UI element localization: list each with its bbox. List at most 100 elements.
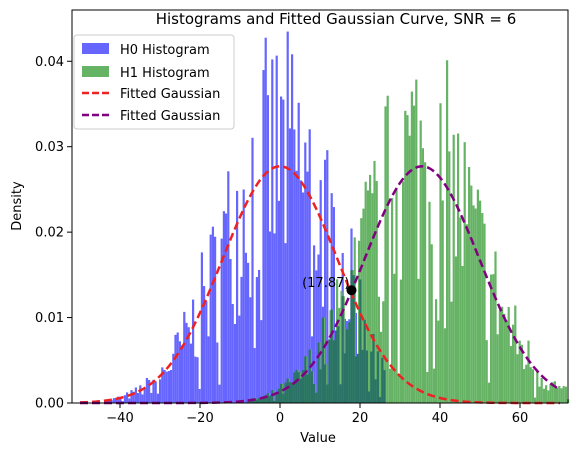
h0-histogram-bar [222, 211, 225, 403]
h1-histogram-bar [512, 324, 515, 403]
intersection-point [346, 285, 357, 296]
h1-histogram-bar [382, 301, 385, 403]
h1-histogram-bar [509, 346, 512, 403]
overlap-bar [335, 330, 338, 403]
h0-histogram-bar [271, 59, 274, 403]
h0-histogram-bar [159, 379, 162, 403]
overlap-bar [310, 371, 313, 403]
h0-histogram-bar [326, 150, 329, 403]
h1-histogram-bars [248, 60, 570, 404]
overlap-bars [247, 270, 386, 403]
h1-histogram-bar [461, 265, 464, 403]
plot-frame [71, 9, 569, 404]
h0-histogram-bar [306, 171, 309, 403]
h1-histogram-bar [386, 95, 389, 404]
h1-histogram-bar [523, 369, 526, 403]
h0-histogram-bar [194, 356, 197, 403]
h0-histogram-bar [308, 129, 311, 403]
overlap-bar [293, 372, 296, 403]
h0-histogram-bar [187, 327, 190, 403]
h0-histogram-bar [304, 142, 307, 403]
overlap-bar [271, 389, 274, 403]
h1-histogram-bar [364, 181, 367, 403]
h1-histogram-bar [518, 340, 521, 403]
h1-histogram-bar [452, 134, 455, 403]
h1-histogram-bar [529, 367, 532, 403]
overlap-bar [317, 342, 320, 403]
h1-histogram-bar [520, 344, 523, 403]
h1-histogram-bar [564, 386, 567, 403]
overlap-bar [277, 388, 280, 403]
h0-histogram-bar [167, 370, 170, 403]
h0-histogram-bar [189, 343, 192, 403]
h1-histogram-bar [549, 384, 552, 403]
overlap-bar [341, 296, 344, 403]
h1-histogram-bar [391, 198, 394, 403]
h0-histogram-bar [132, 391, 135, 403]
h1-histogram-bar [369, 174, 372, 403]
h0-histogram-bar [216, 342, 219, 403]
h0-histogram-bar [174, 334, 177, 403]
overlap-bar [326, 384, 329, 403]
h0-histogram-bar [293, 129, 296, 403]
h0-histogram-bar [112, 398, 115, 403]
h1-histogram-bar [388, 368, 391, 403]
x-tick-label: 60 [512, 411, 529, 426]
h0-histogram-bar [218, 384, 221, 403]
h1-histogram-bar [487, 382, 490, 403]
h1-histogram-bar [454, 256, 457, 403]
legend: H0 Histogram H1 Histogram Fitted Gaussia… [73, 34, 235, 130]
h0-histogram-bar [211, 226, 214, 403]
h1-histogram-bar [470, 185, 473, 403]
h1-histogram-bar [437, 320, 440, 403]
h1-histogram-bar [439, 103, 442, 403]
h1-histogram-bar [463, 142, 466, 403]
h1-histogram-bar [483, 223, 486, 403]
overlap-bar [357, 353, 360, 403]
h1-histogram-bar [410, 91, 413, 404]
y-tick-label: 0.00 [35, 397, 64, 412]
x-axis-ticks: −40 −20 0 20 40 60 [106, 403, 528, 426]
overlap-bar [299, 378, 302, 403]
x-tick-label: −20 [186, 411, 213, 426]
h1-histogram-bar [413, 105, 416, 404]
y-tick-label: 0.02 [35, 226, 64, 241]
h0-histogram-bar [123, 395, 126, 403]
h1-histogram-bar [514, 305, 517, 403]
h0-histogram-bar [302, 192, 305, 403]
overlap-bar [332, 340, 335, 403]
x-tick-label: 40 [432, 411, 449, 426]
h1-histogram-bar [545, 385, 548, 403]
h0-histogram-bar [178, 341, 181, 403]
h0-histogram-bar [185, 322, 188, 403]
h0-histogram-bar [128, 398, 131, 403]
h0-histogram-bar [183, 311, 186, 403]
h1-histogram-bar [393, 273, 396, 403]
h1-histogram-bar [417, 278, 420, 403]
overlap-bar [260, 397, 263, 403]
h0-histogram-bar [154, 381, 157, 403]
h0-histogram-bar [115, 397, 118, 403]
h1-histogram-bar [472, 205, 475, 403]
h0-histogram-bar [214, 236, 217, 403]
overlap-bar [370, 351, 373, 403]
overlap-bar [365, 350, 368, 403]
h1-histogram-bar [430, 244, 433, 403]
h0-histogram-bar [282, 99, 285, 404]
h0-histogram-bar [148, 379, 151, 403]
h0-histogram-bar [332, 207, 335, 403]
overlap-bar [374, 379, 377, 403]
h0-histogram-bar [310, 336, 313, 403]
h0-histogram-bar [172, 353, 175, 403]
overlap-bar [328, 339, 331, 403]
chart-title: Histograms and Fitted Gaussian Curve, SN… [156, 10, 517, 28]
y-axis-label: Density [10, 181, 25, 231]
h0-histogram-bar [200, 252, 203, 403]
overlap-bar [379, 397, 382, 403]
overlap-bar [288, 382, 291, 403]
h0-histogram-bar [275, 55, 278, 403]
h1-histogram-bar [551, 382, 554, 403]
overlap-bar [383, 370, 386, 403]
h0-histogram-bar [324, 159, 327, 403]
h1-histogram-bar [424, 162, 427, 403]
